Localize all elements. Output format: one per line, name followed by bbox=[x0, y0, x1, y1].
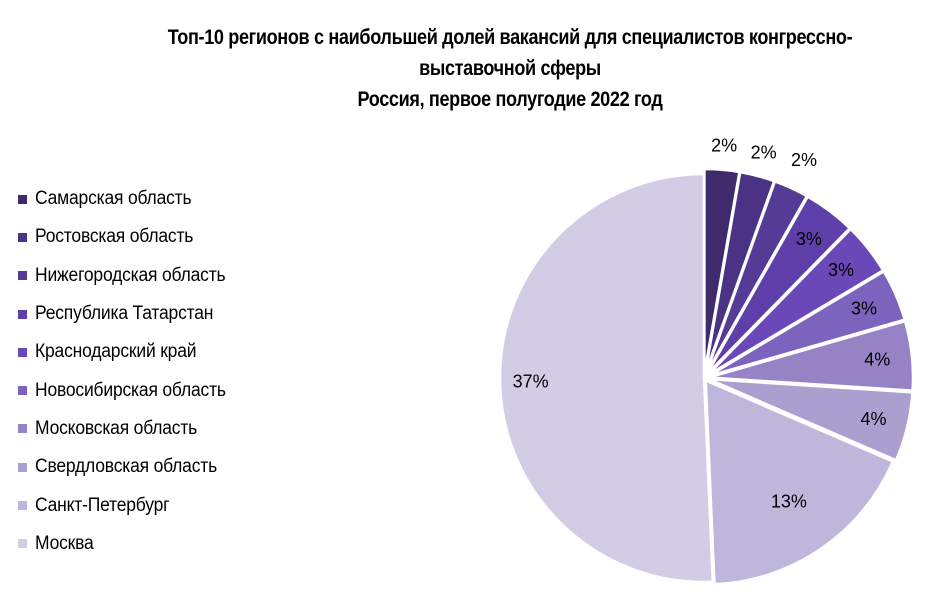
legend-swatch bbox=[18, 501, 27, 511]
legend-label: Свердловская область bbox=[35, 456, 218, 478]
pie-slice bbox=[707, 319, 915, 392]
legend-swatch bbox=[18, 462, 27, 472]
legend-label: Москва bbox=[35, 532, 94, 554]
legend-swatch bbox=[18, 539, 27, 549]
pie-slice bbox=[706, 227, 885, 377]
pie-slice bbox=[707, 377, 914, 462]
pie-slice bbox=[705, 195, 851, 376]
legend-item: Свердловская область bbox=[18, 448, 318, 486]
legend-item: Краснодарский край bbox=[18, 333, 318, 371]
legend-item: Новосибирская область bbox=[18, 371, 318, 409]
legend-item: Республика Татарстан bbox=[18, 295, 318, 333]
legend-label: Санкт-Петербург bbox=[35, 494, 170, 516]
pie-slice bbox=[707, 270, 906, 378]
legend-swatch bbox=[18, 424, 27, 434]
slice-data-label: 3% bbox=[851, 299, 877, 319]
pie-slice bbox=[704, 379, 895, 586]
legend-label: Республика Татарстан bbox=[35, 303, 214, 325]
slice-data-label: 4% bbox=[864, 349, 890, 369]
slice-data-label: 2% bbox=[791, 150, 817, 170]
slice-data-label: 37% bbox=[513, 372, 549, 392]
slice-data-label: 4% bbox=[860, 409, 886, 429]
slice-data-label: 3% bbox=[828, 260, 854, 280]
legend-item: Самарская область bbox=[18, 180, 318, 218]
legend-swatch bbox=[18, 232, 27, 242]
legend-label: Самарская область bbox=[35, 188, 192, 210]
legend-label: Московская область bbox=[35, 417, 198, 439]
legend-swatch bbox=[18, 309, 27, 319]
legend-swatch bbox=[18, 271, 27, 281]
slice-data-label: 3% bbox=[796, 229, 822, 249]
legend-swatch bbox=[18, 386, 27, 396]
chart-legend: Самарская область Ростовская область Нижег… bbox=[18, 180, 318, 563]
legend-item: Ростовская область bbox=[18, 218, 318, 256]
chart-title-line-1: Топ-10 регионов с наибольшей долей вакан… bbox=[167, 26, 853, 49]
legend-label: Краснодарский край bbox=[35, 341, 197, 363]
chart-title: Топ-10 регионов с наибольшей долей вакан… bbox=[140, 22, 880, 115]
legend-item: Санкт-Петербург bbox=[18, 486, 318, 524]
slice-data-label: 2% bbox=[751, 142, 777, 162]
slice-data-label: 2% bbox=[711, 135, 737, 155]
slice-data-label: 13% bbox=[771, 491, 807, 511]
chart-title-line-3: Россия, первое полугодие 2022 год bbox=[357, 88, 663, 111]
legend-swatch bbox=[18, 347, 27, 357]
legend-label: Ростовская область bbox=[35, 226, 194, 248]
chart-title-line-2: выставочной сферы bbox=[419, 57, 601, 80]
legend-item: Нижегородская область bbox=[18, 257, 318, 295]
legend-item: Москва bbox=[18, 525, 318, 563]
legend-label: Новосибирская область bbox=[35, 379, 226, 401]
legend-label: Нижегородская область bbox=[35, 264, 226, 286]
pie-slice bbox=[498, 172, 715, 584]
legend-item: Московская область bbox=[18, 410, 318, 448]
legend-swatch bbox=[18, 194, 27, 204]
